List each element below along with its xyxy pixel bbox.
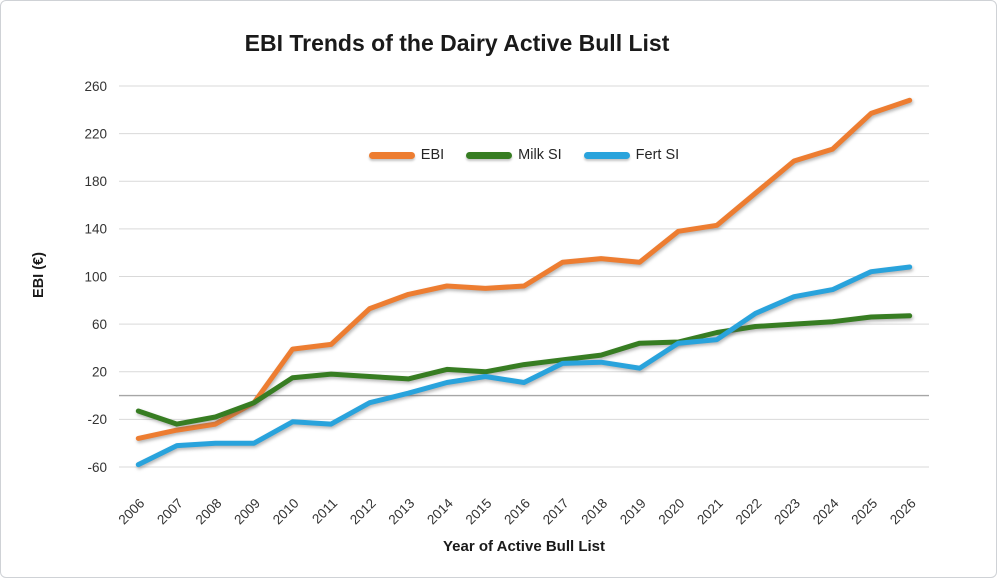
x-tick-label-2021: 2021 xyxy=(694,496,726,528)
x-tick-label-2026: 2026 xyxy=(887,496,919,528)
x-tick-label-2017: 2017 xyxy=(540,496,572,528)
x-tick-label-2020: 2020 xyxy=(656,496,688,528)
x-tick-label-2011: 2011 xyxy=(309,496,340,527)
y-tick-label-140: 140 xyxy=(84,222,107,237)
x-tick-label-2010: 2010 xyxy=(270,496,302,528)
y-tick-label-260: 260 xyxy=(84,79,107,94)
x-tick-label-2014: 2014 xyxy=(424,495,456,527)
x-tick-label-2018: 2018 xyxy=(578,496,610,528)
legend-item-fert-si: Fert SI xyxy=(583,147,680,163)
x-tick-label-2023: 2023 xyxy=(771,496,803,528)
series-line-ebi xyxy=(135,97,913,441)
x-tick-label-2007: 2007 xyxy=(154,496,186,528)
x-tick-label-2016: 2016 xyxy=(501,496,533,528)
y-tick-label-180: 180 xyxy=(84,174,107,189)
y-axis-title: EBI (€) xyxy=(31,252,47,298)
x-tick-label-2012: 2012 xyxy=(347,496,379,528)
legend-swatch-milk-si xyxy=(466,151,513,159)
x-tick-label-2009: 2009 xyxy=(231,496,263,528)
legend-label-ebi: EBI xyxy=(420,147,445,163)
x-axis-title: Year of Active Bull List xyxy=(443,538,605,555)
legend-item-milk-si: Milk SI xyxy=(466,147,562,163)
series-line-fert-si xyxy=(135,264,913,468)
legend-swatch-ebi xyxy=(368,151,415,159)
y-tick-label--60: -60 xyxy=(87,460,107,475)
x-tick-label-2024: 2024 xyxy=(810,495,842,527)
y-tick-label--20: -20 xyxy=(87,412,107,427)
x-tick-label-2019: 2019 xyxy=(617,496,649,528)
x-tick-label-2025: 2025 xyxy=(848,496,880,528)
legend: EBI Milk SI Fert SI xyxy=(119,147,929,163)
x-tick-label-2013: 2013 xyxy=(386,496,418,528)
legend-label-fert-si: Fert SI xyxy=(635,147,680,163)
y-tick-label-60: 60 xyxy=(92,317,107,332)
legend-swatch-fert-si xyxy=(583,151,630,159)
x-tick-label-2008: 2008 xyxy=(193,496,225,528)
y-tick-label-20: 20 xyxy=(92,365,107,380)
y-tick-label-100: 100 xyxy=(84,269,107,284)
legend-item-ebi: EBI xyxy=(368,147,445,163)
y-tick-label-220: 220 xyxy=(84,126,107,141)
x-tick-label-2022: 2022 xyxy=(733,496,765,528)
x-tick-label-2006: 2006 xyxy=(116,496,148,528)
legend-label-milk-si: Milk SI xyxy=(518,147,562,163)
series-line-milk-si xyxy=(135,313,913,427)
chart-title: EBI Trends of the Dairy Active Bull List xyxy=(244,30,670,56)
x-tick-label-2015: 2015 xyxy=(463,496,495,528)
